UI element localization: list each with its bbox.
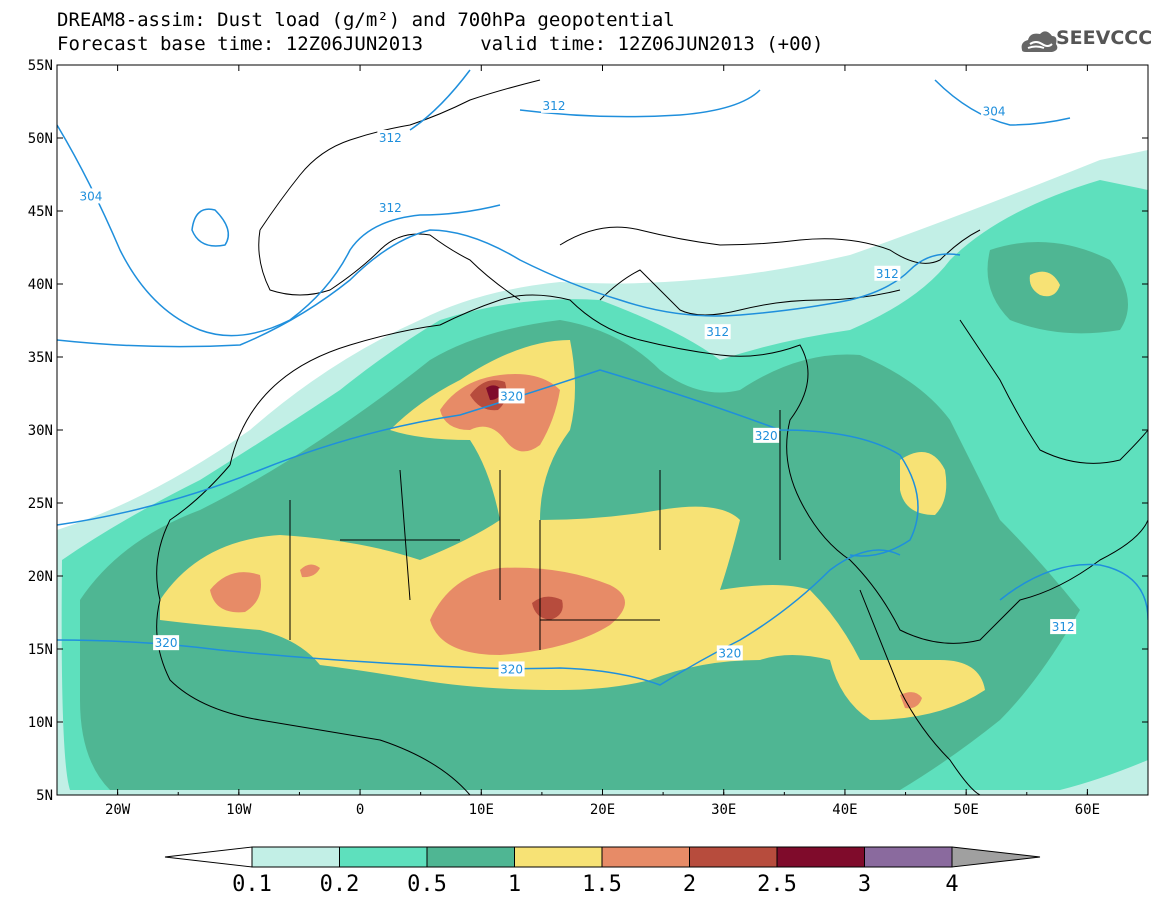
logo-text: SEEVCCC <box>1056 27 1153 49</box>
dust-region-0.1-east <box>760 281 900 307</box>
contour-label: 320 <box>755 429 778 443</box>
dust-region-1 <box>160 340 985 720</box>
colorbar-swatch <box>601 846 690 868</box>
lon-tick-label: 0 <box>356 802 364 818</box>
geopotential-contours <box>57 69 1148 686</box>
colorbar-label: 0.1 <box>232 872 272 897</box>
colorbar-swatch <box>689 846 778 868</box>
dust-region-1.5 <box>210 572 261 613</box>
contour-320-east <box>999 563 1148 621</box>
lon-tick-label: 50E <box>954 802 979 818</box>
longitude-axis: 20W 10W 0 10E 20E 30E 40E 50E 60E <box>56 65 1149 818</box>
lon-tick-label: 60E <box>1075 802 1100 818</box>
lon-tick-label: 10E <box>469 802 494 818</box>
contour-label-bg <box>1050 619 1077 635</box>
colorbar-swatch <box>426 846 515 868</box>
lat-tick-label: 10N <box>28 715 53 731</box>
colorbar-label: 4 <box>945 872 958 897</box>
contour-label-bg <box>153 635 180 651</box>
contour-label-bg <box>753 427 780 443</box>
contour-label: 320 <box>500 389 523 403</box>
contour-312-west <box>57 124 501 337</box>
contour-label: 312 <box>379 131 402 145</box>
contour-label: 320 <box>500 662 523 676</box>
lat-tick-label: 40N <box>28 277 53 293</box>
cloud-icon <box>1021 31 1058 52</box>
contour-label: 312 <box>876 267 899 281</box>
colorbar-label: 1.5 <box>582 872 622 897</box>
colorbar-label: 2 <box>683 872 696 897</box>
lat-tick-label: 20N <box>28 569 53 585</box>
colorbar-swatch <box>514 846 603 868</box>
contour-label-bg <box>77 188 104 204</box>
colorbar-low-arrow <box>164 846 253 868</box>
contour-label: 312 <box>543 99 566 113</box>
contour-label: 304 <box>79 189 102 203</box>
contour-label-bg <box>541 97 568 113</box>
contour-312-north <box>409 69 761 131</box>
dust-region-1-caspian <box>1029 271 1060 297</box>
contour-label: 304 <box>983 105 1006 119</box>
lat-tick-label: 5N <box>36 788 53 804</box>
contour-label-bg <box>377 130 404 145</box>
contour-label-bg <box>704 324 731 340</box>
lon-tick-label: 10W <box>226 802 252 818</box>
lat-tick-label: 15N <box>28 642 53 658</box>
contour-label-bg <box>874 265 901 281</box>
lat-tick-label: 55N <box>28 58 53 74</box>
colorbar-label: 0.2 <box>320 872 360 897</box>
colorbar-swatch <box>776 846 865 868</box>
lon-tick-label: 30E <box>711 802 736 818</box>
contour-label-bg <box>498 661 525 677</box>
forecast-time-line: Forecast base time: 12Z06JUN2013 valid t… <box>57 33 824 55</box>
contour-304-center <box>191 208 230 247</box>
dust-region-1.5-mali <box>300 564 320 578</box>
lon-tick-label: 20W <box>105 802 131 818</box>
dust-region-1.5-yemen <box>900 692 922 709</box>
contour-label-bg <box>377 200 404 216</box>
colorbar-swatch <box>864 846 953 868</box>
contour-labels: 312 312 304 312 304 312 312 320 320 320 320 320 312 <box>77 97 1077 677</box>
lat-tick-label: 30N <box>28 423 53 439</box>
contour-label: 312 <box>379 201 402 215</box>
colorbar-label: 1 <box>508 872 521 897</box>
contour-label: 320 <box>155 636 178 650</box>
lon-tick-label: 20E <box>590 802 615 818</box>
contour-320-north <box>57 369 919 557</box>
contour-label: 312 <box>1052 620 1075 634</box>
colorbar-swatch <box>339 846 428 868</box>
lat-tick-label: 25N <box>28 496 53 512</box>
map-title: DREAM8-assim: Dust load (g/m²) and 700hP… <box>57 9 675 31</box>
dust-region-1-arabia <box>900 452 947 515</box>
dust-fields <box>57 150 1148 795</box>
dust-region-2.5 <box>486 385 502 400</box>
contour-312-mid <box>57 229 961 348</box>
dust-region-1.5-sahel <box>430 567 625 655</box>
latitude-axis: 55N 50N 45N 40N 35N 30N 25N 20N 15N 10N 5N <box>28 58 1148 804</box>
lat-tick-label: 35N <box>28 350 53 366</box>
colorbar: 0.1 0.2 0.5 1 1.5 2 2.5 3 4 <box>164 846 1041 897</box>
colorbar-label: 0.5 <box>407 872 447 897</box>
contour-304-ne <box>934 79 1071 126</box>
lat-tick-label: 50N <box>28 131 53 147</box>
coastlines <box>156 79 1148 795</box>
contour-label-bg <box>716 645 743 661</box>
lon-tick-label: 40E <box>832 802 857 818</box>
contour-label-bg <box>981 103 1008 119</box>
contour-320-south <box>57 549 901 686</box>
colorbar-label: 2.5 <box>757 872 797 897</box>
colorbar-swatch <box>251 846 340 868</box>
contour-label: 320 <box>718 646 741 660</box>
colorbar-label: 3 <box>858 872 871 897</box>
contour-label-bg <box>498 388 525 404</box>
contour-label: 312 <box>706 325 729 339</box>
lat-tick-label: 45N <box>28 204 53 220</box>
colorbar-high-arrow <box>951 846 1041 868</box>
